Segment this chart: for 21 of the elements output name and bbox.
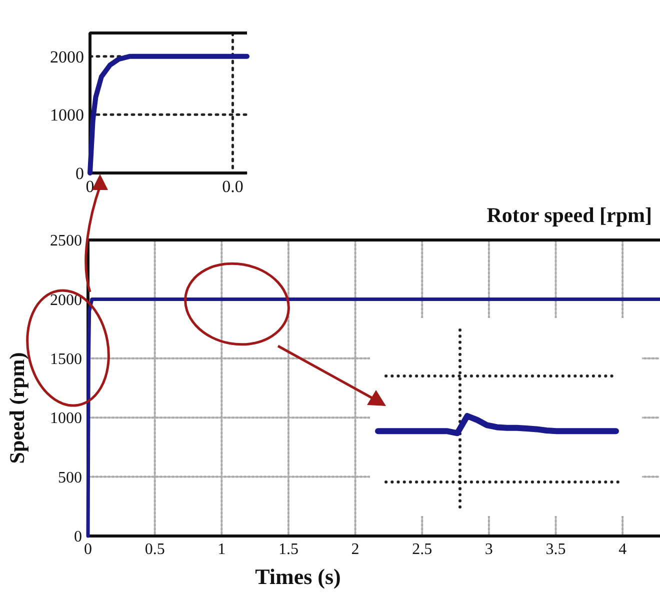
y-tick-label: 2000 xyxy=(50,292,82,309)
x-tick-label: 4 xyxy=(618,541,627,558)
y-tick-label: 1500 xyxy=(50,351,82,368)
y-tick-label: 500 xyxy=(58,469,82,486)
x-tick-label: 0.0 xyxy=(222,177,244,196)
x-tick-label: 1.5 xyxy=(278,541,298,558)
y-tick-label: 0 xyxy=(74,528,82,546)
x-tick-label: 3 xyxy=(484,541,493,558)
y-tick-label: 1000 xyxy=(50,410,82,428)
y-tick-label: 1000 xyxy=(50,106,84,125)
x-tick-label: 2 xyxy=(351,541,360,558)
y-tick-label: 2500 xyxy=(50,232,82,250)
y-tick-label: 0 xyxy=(76,164,84,183)
x-tick-label: 0.5 xyxy=(144,541,165,558)
x-tick-label: 2.5 xyxy=(412,541,432,558)
y-axis-title: Speed (rpm) xyxy=(5,352,29,464)
x-tick-label: 1 xyxy=(218,541,226,558)
chart-title: Rotor speed [rpm] xyxy=(486,203,652,227)
y-tick-label: 2000 xyxy=(50,47,84,66)
x-tick-label: 3.5 xyxy=(546,541,566,558)
x-axis-title: Times (s) xyxy=(255,564,341,589)
